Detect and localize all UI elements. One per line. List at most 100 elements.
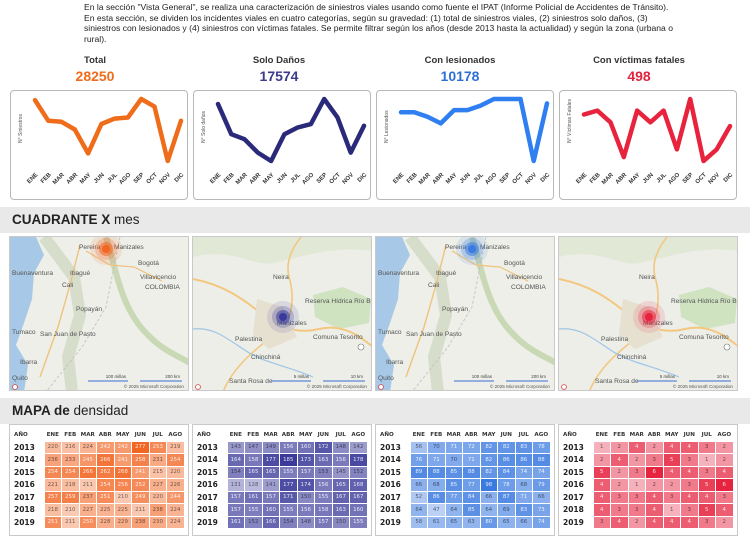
column-header[interactable]: JUL xyxy=(518,431,529,438)
data-point xyxy=(180,119,182,122)
route-shield xyxy=(357,343,365,351)
heatmap-cell: 82 xyxy=(479,440,498,454)
map-solo-danos[interactable]: Neira Reserva Hídrica Río Blanco Palestina… xyxy=(192,236,372,391)
column-header[interactable]: MAR xyxy=(629,431,644,438)
heatmap-table-total[interactable]: AÑO ENE FEB MAR ABR MAY JUN JUL AGO 2013 220 216 224… xyxy=(9,424,189,536)
data-point xyxy=(349,151,352,154)
map-canvas: Neira Reserva Hídrica Río Blanco Palestina… xyxy=(559,237,737,390)
data-point xyxy=(217,103,219,105)
heatmap-cell: 228 xyxy=(96,515,115,529)
data-point xyxy=(100,123,103,125)
column-header[interactable]: ENE xyxy=(229,431,242,438)
heatmap-cell: 87 xyxy=(497,490,516,504)
heatmap-table-solo-danos[interactable]: AÑO ENE FEB MAR ABR MAY JUN JUL AGO 2013 143 147 149… xyxy=(192,424,372,536)
data-point xyxy=(636,109,638,112)
x-tick-label: OCT xyxy=(512,172,525,185)
column-header[interactable]: AÑO xyxy=(563,432,577,438)
chart-card-lesionados[interactable]: N° Lesionados ENE FEB MAR ABR MAY JUN JUL AGO SEP… xyxy=(376,90,554,200)
heatmap-cell: 4 xyxy=(592,490,611,504)
column-header[interactable]: JUL xyxy=(335,431,346,438)
column-header[interactable]: MAY xyxy=(482,431,496,438)
column-header[interactable]: MAY xyxy=(299,431,313,438)
heatmap-cell: 3 xyxy=(680,453,699,467)
map-label: Ibagué xyxy=(70,270,91,277)
chart-card-solo-danos[interactable]: N° Solo daños ENE FEB MAR ABR MAY JUN JUL AGO SEP… xyxy=(193,90,371,200)
x-tick-label: JUL xyxy=(473,172,485,184)
column-header[interactable]: ABR xyxy=(281,431,295,438)
column-header[interactable]: JUL xyxy=(152,431,163,438)
scale-label: 5 millas xyxy=(660,374,676,379)
kpi-label: Con lesionados xyxy=(424,55,496,66)
column-header[interactable]: MAR xyxy=(80,431,95,438)
x-tick-label: DIC xyxy=(540,172,552,184)
column-header[interactable]: ABR xyxy=(98,431,112,438)
column-header[interactable]: JUN xyxy=(317,431,329,438)
column-header[interactable]: ENE xyxy=(595,431,608,438)
column-header[interactable]: FEB xyxy=(64,431,77,438)
column-header[interactable]: JUN xyxy=(500,431,512,438)
x-tick-label: ABR xyxy=(66,172,80,186)
urban-area xyxy=(619,299,663,349)
section-header-mapa: MAPA de densidad xyxy=(0,398,750,424)
map-base xyxy=(10,237,188,390)
scale-label: 100 millas xyxy=(472,374,493,379)
column-header[interactable]: ABR xyxy=(647,431,661,438)
heatmap-cell: 82 xyxy=(479,465,498,479)
column-header[interactable]: ENE xyxy=(412,431,425,438)
kpi-label: Solo Daños xyxy=(252,55,306,66)
column-header[interactable]: AGO xyxy=(717,431,732,438)
column-header[interactable]: MAY xyxy=(116,431,130,438)
column-header[interactable]: ENE xyxy=(46,431,59,438)
column-header[interactable]: JUL xyxy=(701,431,712,438)
heatmap-cell: 143 xyxy=(226,440,245,454)
column-header[interactable]: JUN xyxy=(683,431,695,438)
column-header[interactable]: AÑO xyxy=(380,432,394,438)
section-title: MAPA de densidad xyxy=(12,403,128,418)
column-header[interactable]: AÑO xyxy=(197,432,211,438)
map-lesionados[interactable]: Pereira Manizales Bogotá Buenaventura Ibagué… xyxy=(375,236,555,391)
heatmap-cell: 145 xyxy=(331,465,350,479)
heatmap-cell: 224 xyxy=(78,440,97,454)
column-header[interactable]: MAR xyxy=(446,431,461,438)
main-road xyxy=(405,244,447,378)
data-point xyxy=(479,104,482,107)
map-total[interactable]: Pereira Manizales Bogotá Buenaventura Ibagué… xyxy=(9,236,189,391)
heatmap-cell: 236 xyxy=(43,453,62,467)
line-chart-lesionados: N° Lesionados ENE FEB MAR ABR MAY JUN JUL AGO SEP… xyxy=(384,96,552,186)
column-header[interactable]: FEB xyxy=(613,431,626,438)
chart-card-total[interactable]: N° Siniestros ENE FEB MAR ABR MAY JUN JUL AGO SEP… xyxy=(10,90,188,200)
x-tick-label: ENE xyxy=(209,172,222,185)
column-header[interactable]: ABR xyxy=(464,431,478,438)
map-fatales[interactable]: Neira Reserva Hídrica Río Blanco Palestina… xyxy=(558,236,738,391)
table-row: 2014 2 4 2 3 5 3 1 2 xyxy=(563,453,734,467)
column-header[interactable]: AGO xyxy=(534,431,549,438)
column-header[interactable]: MAR xyxy=(263,431,278,438)
year-cell: 2017 xyxy=(197,492,218,502)
x-tick-label: ABR xyxy=(249,172,263,186)
heatmap-cell: 171 xyxy=(279,490,298,504)
column-header[interactable]: AGO xyxy=(168,431,183,438)
table-row: 2016 66 68 85 77 98 78 68 79 xyxy=(380,478,551,492)
heatmap-cell: 157 xyxy=(226,490,245,504)
column-header[interactable]: FEB xyxy=(430,431,443,438)
column-header[interactable]: MAY xyxy=(665,431,679,438)
series-line xyxy=(398,96,550,164)
year-cell: 2015 xyxy=(563,467,584,477)
heatmap-cell: 218 xyxy=(61,478,80,492)
heatmap-cell: 83 xyxy=(514,503,533,517)
heatmap-cell: 157 xyxy=(226,503,245,517)
heatmap-table-fatales[interactable]: AÑO ENE FEB MAR ABR MAY JUN JUL AGO 2013 1 2 4 2 4 4 3 2 2… xyxy=(558,424,738,536)
column-header[interactable]: FEB xyxy=(247,431,260,438)
heatmap-cell: 226 xyxy=(166,478,185,492)
heatmap-table-lesionados[interactable]: AÑO ENE FEB MAR ABR MAY JUN JUL AGO 2013 56 70 71 72 8… xyxy=(375,424,555,536)
kpi-label: Total xyxy=(84,55,106,66)
section-title-bold: CUADRANTE X xyxy=(12,212,111,227)
chart-card-fatales[interactable]: N° Víctimas Fatales ENE FEB MAR ABR MAY JUN JUL… xyxy=(559,90,737,200)
x-tick-label: ENE xyxy=(575,172,588,185)
table-header-row: AÑO ENE FEB MAR ABR MAY JUN JUL AGO xyxy=(197,429,367,441)
heatmap-cell: 3 xyxy=(627,503,646,517)
x-tick-label: SEP xyxy=(133,172,146,185)
column-header[interactable]: AGO xyxy=(351,431,366,438)
column-header[interactable]: JUN xyxy=(134,431,146,438)
column-header[interactable]: AÑO xyxy=(14,432,28,438)
